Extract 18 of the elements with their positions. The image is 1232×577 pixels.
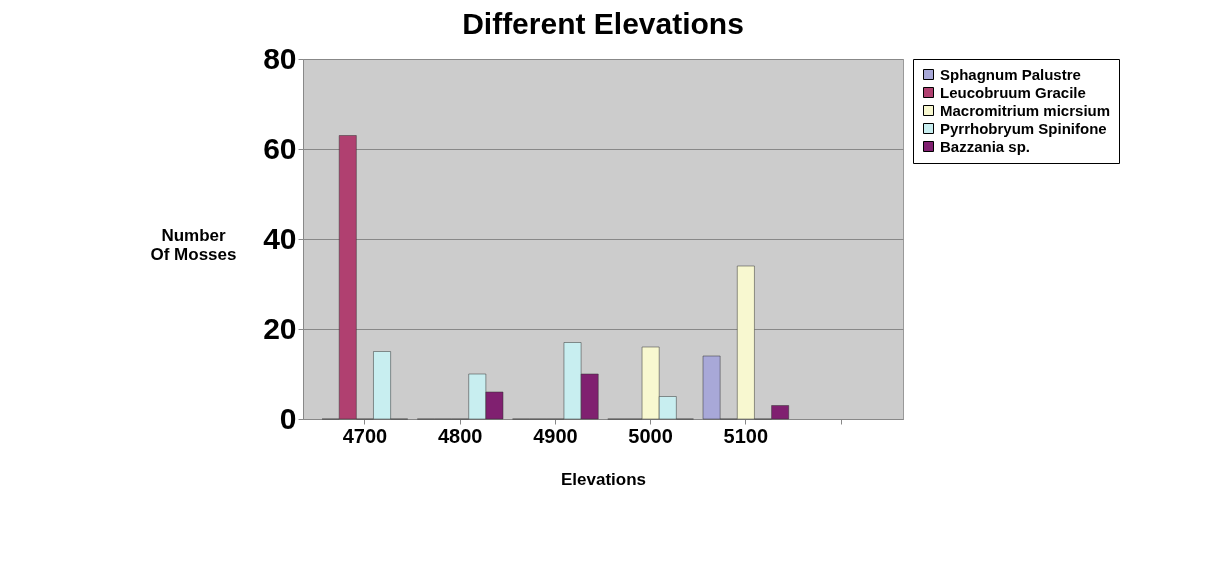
x-tick-label: 4900 bbox=[533, 424, 578, 447]
chart-title: Different Elevations bbox=[462, 7, 744, 40]
y-tick-label: 80 bbox=[263, 41, 297, 75]
x-tick-label: 4800 bbox=[437, 424, 483, 447]
y-axis-title: Number Of Mosses bbox=[150, 225, 237, 264]
y-tick-label: 20 bbox=[263, 311, 297, 345]
x-tick-label: 4700 bbox=[342, 424, 388, 447]
y-tick-label: 60 bbox=[263, 131, 297, 165]
x-axis-title: Elevations bbox=[560, 469, 647, 489]
legend-label: Macromitrium micrsium bbox=[940, 101, 1111, 119]
y-tick-label: 40 bbox=[263, 221, 297, 255]
x-tick-label: 5100 bbox=[723, 424, 769, 447]
x-tick-label: 5000 bbox=[628, 424, 673, 447]
legend-label: Sphagnum Palustre bbox=[940, 65, 1081, 83]
y-tick-label: 0 bbox=[279, 401, 297, 435]
legend-label: Leucobruum Gracile bbox=[940, 83, 1086, 101]
legend-label: Bazzania sp. bbox=[940, 137, 1031, 155]
legend-label: Pyrrhobryum Spinifone bbox=[940, 119, 1107, 137]
